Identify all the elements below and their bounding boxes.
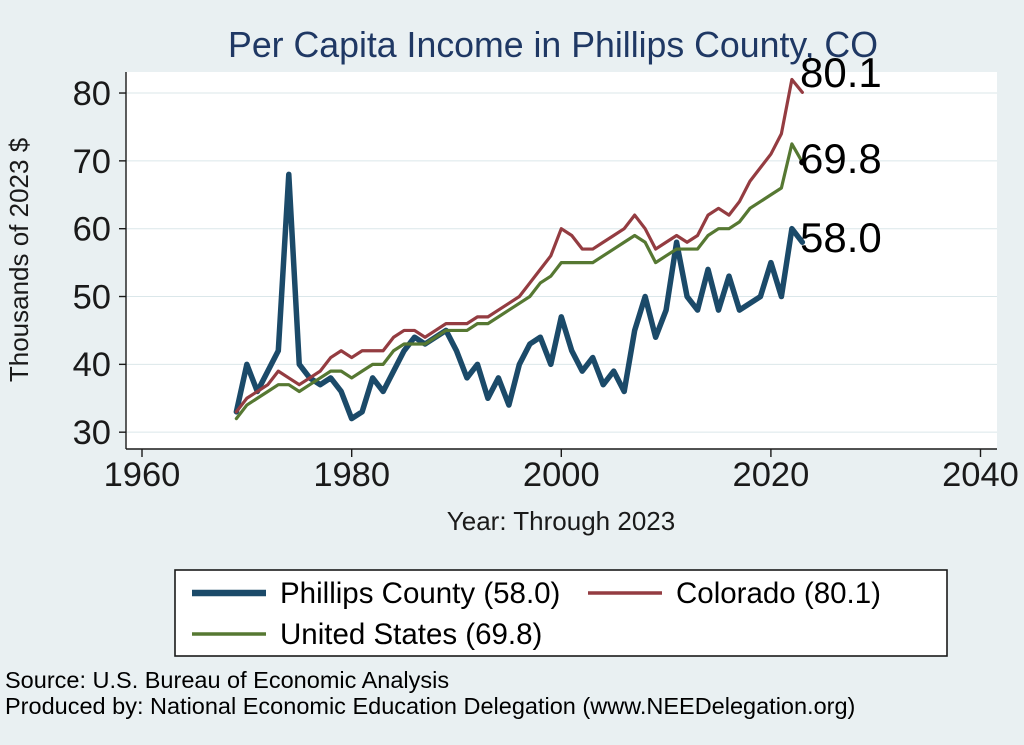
- svg-text:1960: 1960: [104, 456, 181, 494]
- svg-text:80: 80: [73, 75, 111, 113]
- svg-text:2040: 2040: [942, 456, 1019, 494]
- svg-text:Source: U.S. Bureau of Economi: Source: U.S. Bureau of Economic Analysis: [5, 667, 449, 693]
- svg-text:United States (69.8): United States (69.8): [280, 618, 542, 651]
- svg-text:Thousands of 2023 $: Thousands of 2023 $: [4, 137, 34, 382]
- svg-text:2020: 2020: [733, 456, 810, 494]
- svg-text:30: 30: [73, 414, 111, 452]
- svg-text:60: 60: [73, 211, 111, 249]
- svg-text:2000: 2000: [523, 456, 600, 494]
- svg-text:58.0: 58.0: [800, 214, 882, 261]
- svg-text:Year: Through 2023: Year: Through 2023: [447, 506, 675, 536]
- svg-text:50: 50: [73, 278, 111, 316]
- svg-text:69.8: 69.8: [800, 135, 882, 182]
- svg-text:40: 40: [73, 346, 111, 384]
- svg-text:80.1: 80.1: [800, 49, 882, 96]
- svg-text:Phillips County (58.0): Phillips County (58.0): [280, 577, 560, 610]
- svg-text:1980: 1980: [313, 456, 390, 494]
- svg-text:Colorado (80.1): Colorado (80.1): [676, 577, 881, 610]
- svg-text:70: 70: [73, 143, 111, 181]
- svg-text:Produced by: National Economic: Produced by: National Economic Education…: [5, 693, 855, 719]
